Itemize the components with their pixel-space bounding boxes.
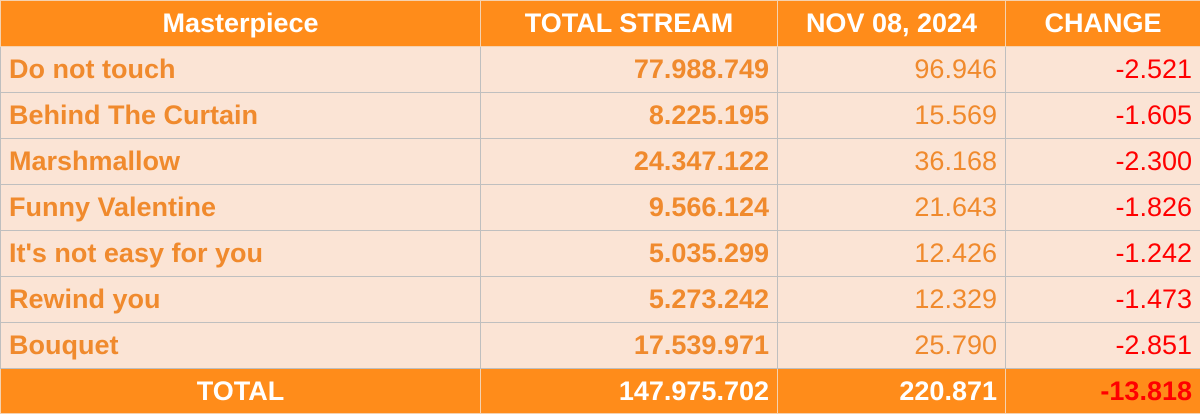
header-change: CHANGE bbox=[1005, 0, 1200, 47]
total-stream: 5.035.299 bbox=[480, 230, 778, 277]
header-masterpiece: Masterpiece bbox=[0, 0, 481, 47]
song-name: It's not easy for you bbox=[0, 230, 481, 277]
header-total-stream: TOTAL STREAM bbox=[480, 0, 778, 47]
table-row: Do not touch 77.988.749 96.946 -2.521 bbox=[0, 46, 1200, 93]
daily-stream: 12.426 bbox=[777, 230, 1006, 277]
change-value: -1.605 bbox=[1005, 92, 1200, 139]
song-name: Behind The Curtain bbox=[0, 92, 481, 139]
change-value: -2.851 bbox=[1005, 322, 1200, 369]
total-stream: 9.566.124 bbox=[480, 184, 778, 231]
daily-stream: 96.946 bbox=[777, 46, 1006, 93]
table-row: It's not easy for you 5.035.299 12.426 -… bbox=[0, 230, 1200, 277]
change-value: -2.521 bbox=[1005, 46, 1200, 93]
total-row: TOTAL 147.975.702 220.871 -13.818 bbox=[0, 368, 1200, 414]
total-stream: 5.273.242 bbox=[480, 276, 778, 323]
change-value: -1.826 bbox=[1005, 184, 1200, 231]
table-row: Rewind you 5.273.242 12.329 -1.473 bbox=[0, 276, 1200, 323]
song-name: Marshmallow bbox=[0, 138, 481, 185]
change-value: -2.300 bbox=[1005, 138, 1200, 185]
total-stream: 8.225.195 bbox=[480, 92, 778, 139]
table-row: Bouquet 17.539.971 25.790 -2.851 bbox=[0, 322, 1200, 369]
daily-stream: 21.643 bbox=[777, 184, 1006, 231]
table-row: Funny Valentine 9.566.124 21.643 -1.826 bbox=[0, 184, 1200, 231]
total-stream: 24.347.122 bbox=[480, 138, 778, 185]
total-label: TOTAL bbox=[0, 368, 481, 414]
song-name: Bouquet bbox=[0, 322, 481, 369]
change-value: -1.242 bbox=[1005, 230, 1200, 277]
table-row: Marshmallow 24.347.122 36.168 -2.300 bbox=[0, 138, 1200, 185]
grand-total-daily: 220.871 bbox=[777, 368, 1006, 414]
header-date: NOV 08, 2024 bbox=[777, 0, 1006, 47]
song-name: Do not touch bbox=[0, 46, 481, 93]
grand-total-stream: 147.975.702 bbox=[480, 368, 778, 414]
daily-stream: 15.569 bbox=[777, 92, 1006, 139]
daily-stream: 12.329 bbox=[777, 276, 1006, 323]
daily-stream: 36.168 bbox=[777, 138, 1006, 185]
grand-total-change: -13.818 bbox=[1005, 368, 1200, 414]
song-name: Funny Valentine bbox=[0, 184, 481, 231]
song-name: Rewind you bbox=[0, 276, 481, 323]
change-value: -1.473 bbox=[1005, 276, 1200, 323]
header-row: Masterpiece TOTAL STREAM NOV 08, 2024 CH… bbox=[0, 0, 1200, 47]
total-stream: 77.988.749 bbox=[480, 46, 778, 93]
table-row: Behind The Curtain 8.225.195 15.569 -1.6… bbox=[0, 92, 1200, 139]
daily-stream: 25.790 bbox=[777, 322, 1006, 369]
total-stream: 17.539.971 bbox=[480, 322, 778, 369]
